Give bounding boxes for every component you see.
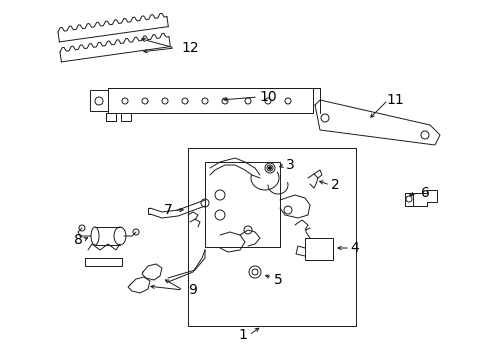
Text: 6: 6 — [420, 186, 428, 200]
Text: 2: 2 — [330, 178, 339, 192]
Text: 3: 3 — [285, 158, 294, 172]
Bar — [90, 90, 108, 111]
Bar — [187, 148, 355, 326]
Bar — [106, 113, 116, 121]
Bar — [108, 88, 312, 113]
Circle shape — [266, 165, 272, 171]
Text: 10: 10 — [259, 90, 276, 104]
Bar — [204, 162, 280, 247]
Text: 5: 5 — [273, 273, 282, 287]
Bar — [305, 238, 332, 260]
Text: 11: 11 — [386, 93, 403, 107]
Bar — [121, 113, 131, 121]
Text: 8: 8 — [73, 233, 82, 247]
Text: 12: 12 — [181, 41, 199, 55]
Bar — [106, 113, 116, 121]
Text: 9: 9 — [188, 283, 197, 297]
Text: 7: 7 — [163, 203, 172, 217]
Circle shape — [264, 163, 274, 173]
Circle shape — [268, 166, 271, 170]
Text: 4: 4 — [350, 241, 359, 255]
Text: 1: 1 — [238, 328, 247, 342]
